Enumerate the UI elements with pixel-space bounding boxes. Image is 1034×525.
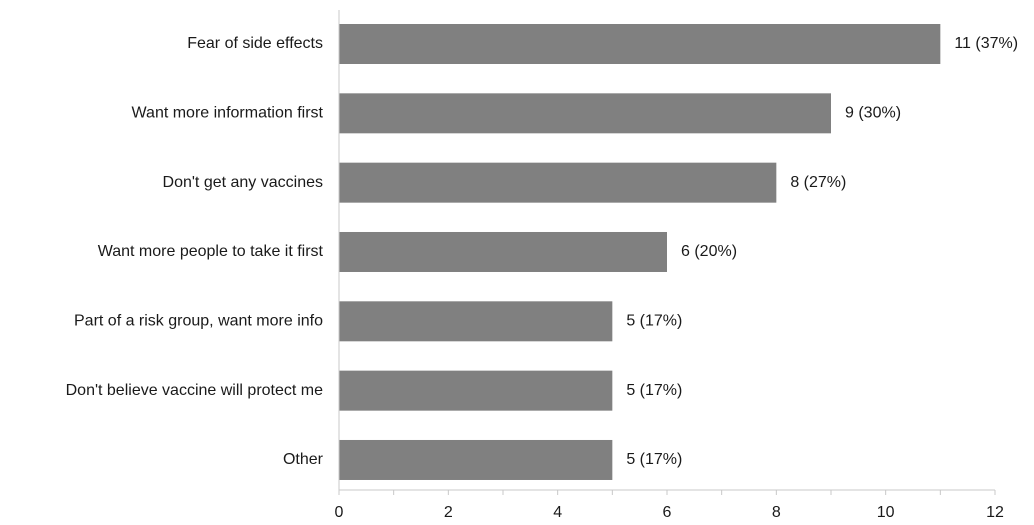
data-label: 5 (17%) <box>626 313 682 330</box>
data-label: 9 (30%) <box>845 105 901 122</box>
bars-group <box>339 24 941 480</box>
x-tick-label: 0 <box>335 504 344 521</box>
bar <box>339 231 667 272</box>
bar <box>339 93 831 134</box>
data-label: 6 (20%) <box>681 243 737 260</box>
x-tick-label: 2 <box>444 504 453 521</box>
category-label: Don't get any vaccines <box>163 174 323 191</box>
bar <box>339 301 613 342</box>
data-label: 8 (27%) <box>790 174 846 191</box>
x-tick-label: 10 <box>877 504 895 521</box>
category-label: Don't believe vaccine will protect me <box>66 382 323 399</box>
category-label: Fear of side effects <box>187 35 323 52</box>
bar <box>339 162 777 203</box>
x-tick-label: 6 <box>663 504 672 521</box>
category-label: Want more people to take it first <box>98 243 324 260</box>
category-label: Other <box>283 451 324 468</box>
data-label: 5 (17%) <box>626 382 682 399</box>
data-labels-group: 11 (37%) 9 (30%) 8 (27%) 6 (20%) 5 (17%) 5 (1… <box>626 35 1018 468</box>
x-tick-label: 4 <box>553 504 562 521</box>
bar <box>339 370 613 411</box>
category-label: Want more information first <box>132 105 324 122</box>
x-tick-label: 8 <box>772 504 781 521</box>
bar <box>339 439 613 480</box>
x-ticks-group: 0 2 4 6 8 10 12 <box>335 490 1004 521</box>
data-label: 5 (17%) <box>626 451 682 468</box>
bar <box>339 24 941 64</box>
category-labels-group: Fear of side effects Want more informatio… <box>66 35 324 468</box>
category-label: Part of a risk group, want more info <box>74 313 323 330</box>
data-label: 11 (37%) <box>954 35 1018 52</box>
x-tick-label: 12 <box>986 504 1004 521</box>
